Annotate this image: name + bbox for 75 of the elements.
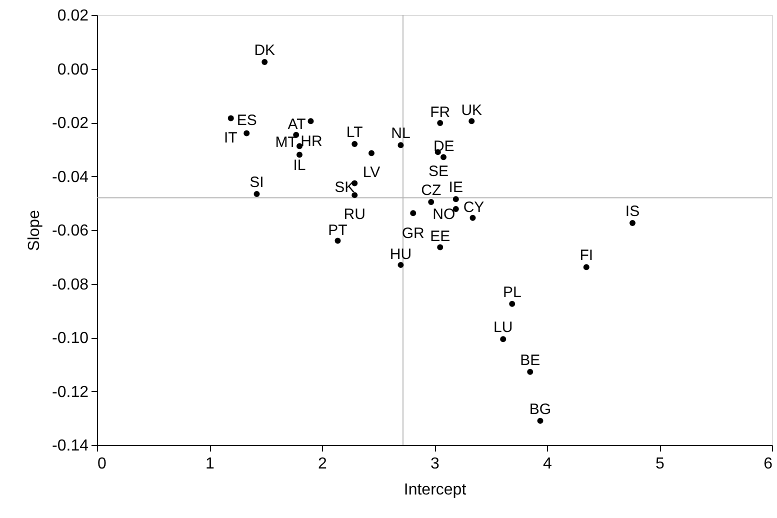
annotation: DK <box>254 42 276 60</box>
x-axis-title: Intercept <box>404 482 467 498</box>
point <box>527 368 534 375</box>
y-tick-label: 0.00 <box>57 61 89 78</box>
point <box>428 199 434 206</box>
y-tick-label: -0.06 <box>52 222 89 240</box>
annotation: UK <box>461 102 482 120</box>
annotation: LT <box>346 124 363 141</box>
annotation: MT <box>275 134 297 151</box>
y-tick-label: -0.12 <box>52 384 89 401</box>
annotation: FR <box>430 104 450 122</box>
y-tick-label: -0.02 <box>52 115 89 132</box>
y-tick-label: -0.10 <box>52 330 89 347</box>
x-tick-label: 6 <box>764 456 773 472</box>
annotation: GR <box>402 225 425 242</box>
point <box>537 418 544 424</box>
annotation: NL <box>391 125 410 142</box>
x-tick-label: 5 <box>656 456 665 472</box>
annotation: BG <box>529 400 552 418</box>
annotation: PL <box>502 284 522 301</box>
point <box>509 300 516 307</box>
annotation: HR <box>300 133 322 150</box>
y-tick-label: -0.08 <box>52 276 89 294</box>
point <box>410 210 416 216</box>
point <box>244 130 250 136</box>
x-tick-label: 0 <box>98 456 106 472</box>
point <box>452 196 459 202</box>
annotation: HU <box>390 246 412 263</box>
annotation: CY <box>463 198 484 216</box>
annotation: NO <box>432 206 456 224</box>
y-tick-label: 0.02 <box>57 8 89 24</box>
point <box>398 262 404 268</box>
point <box>398 142 404 148</box>
annotation: IS <box>625 203 640 220</box>
annotation: AT <box>288 116 306 134</box>
annotation: SI <box>250 174 264 191</box>
point <box>334 238 341 244</box>
point <box>296 143 302 150</box>
y-axis-title: Slope <box>26 210 44 251</box>
point <box>262 59 268 66</box>
x-tick-label: 3 <box>430 456 440 472</box>
annotation: IL <box>293 156 306 174</box>
x-tick-label: 1 <box>206 456 215 472</box>
point <box>296 152 302 158</box>
annotation: FI <box>580 247 594 264</box>
point <box>437 244 444 250</box>
point <box>228 115 234 122</box>
point <box>437 120 444 126</box>
point <box>500 336 506 342</box>
point <box>583 264 590 270</box>
y-tick-label: -0.14 <box>52 438 89 454</box>
annotation: IE <box>448 179 463 196</box>
annotation: ES <box>236 112 257 130</box>
annotation: CZ <box>421 182 442 200</box>
annotation: SE <box>428 163 449 180</box>
annotation: RU <box>344 206 366 224</box>
point <box>440 154 446 160</box>
annotation: SK <box>334 179 355 196</box>
point <box>630 220 636 226</box>
point <box>468 118 475 124</box>
point <box>470 214 476 221</box>
annotation: BE <box>520 352 540 369</box>
point <box>308 118 314 124</box>
point <box>254 190 260 197</box>
annotation: PT <box>328 222 348 239</box>
annotation: LU <box>494 319 513 336</box>
y-tick-label: -0.04 <box>52 168 89 186</box>
x-tick-label: 4 <box>543 456 552 472</box>
point <box>352 141 358 147</box>
annotation: EE <box>430 228 450 246</box>
x-tick-label: 2 <box>318 456 328 472</box>
annotation: IT <box>224 129 238 146</box>
point <box>352 192 358 198</box>
annotation: LV <box>362 164 380 182</box>
point <box>368 150 374 156</box>
